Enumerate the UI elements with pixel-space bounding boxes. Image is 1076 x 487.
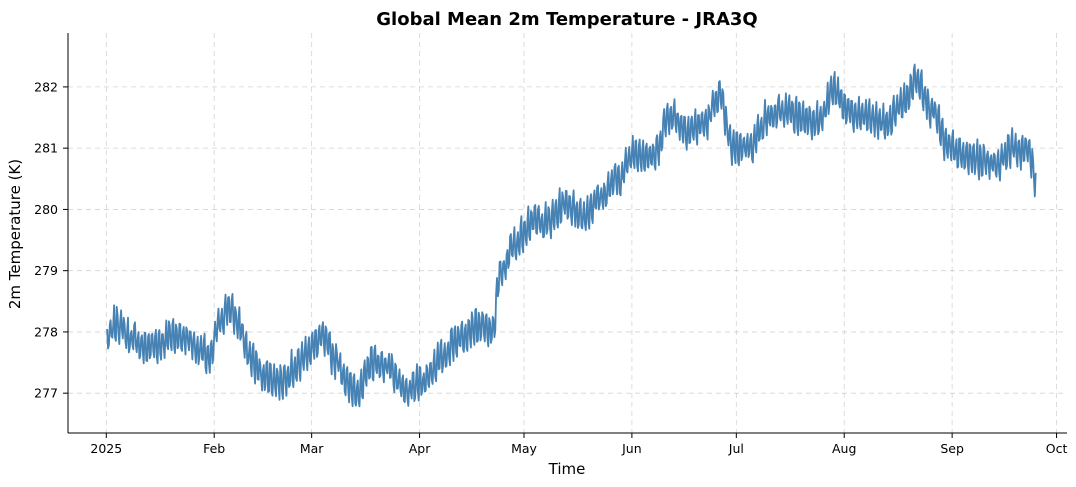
x-tick-label: May <box>511 441 537 456</box>
x-tick-label: Mar <box>300 441 324 456</box>
x-tick-label: Aug <box>832 441 856 456</box>
y-tick-label: 280 <box>34 202 58 217</box>
x-tick-label: Jul <box>728 441 744 456</box>
chart-title: Global Mean 2m Temperature - JRA3Q <box>376 9 757 30</box>
x-tick-label: 2025 <box>90 441 122 456</box>
series-layer <box>105 63 1037 408</box>
y-axis-label: 2m Temperature (K) <box>6 159 24 309</box>
x-tick-label: Oct <box>1046 441 1068 456</box>
x-ticks: 2025 Feb Mar Apr May Jun Jul Aug Sep Oct <box>90 433 1067 456</box>
y-tick-label: 282 <box>34 79 58 94</box>
x-axis-label: Time <box>548 460 586 478</box>
y-tick-label: 277 <box>34 386 58 401</box>
y-tick-label: 279 <box>34 263 58 278</box>
y-tick-label: 278 <box>34 324 58 339</box>
x-tick-label: Jun <box>621 441 642 456</box>
y-ticks: 277 278 279 280 281 282 <box>34 79 68 401</box>
x-tick-label: Sep <box>940 441 964 456</box>
temperature-series-line <box>105 63 1037 408</box>
y-tick-label: 281 <box>34 141 58 156</box>
x-tick-label: Feb <box>203 441 225 456</box>
x-tick-label: Apr <box>409 441 431 456</box>
axes <box>67 33 1067 434</box>
